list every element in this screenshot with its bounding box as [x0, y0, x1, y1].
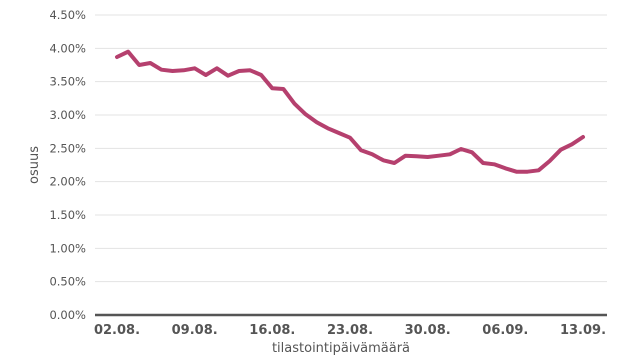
y-tick-label: 0.00%	[49, 308, 86, 322]
x-tick-label: 30.08.	[405, 323, 451, 338]
y-tick-label: 0.50%	[49, 275, 86, 289]
y-tick-label: 1.50%	[49, 208, 86, 222]
y-tick-label: 2.00%	[49, 175, 86, 189]
x-tick-label: 02.08.	[94, 323, 140, 338]
y-tick-label: 4.50%	[49, 8, 86, 22]
y-tick-label: 1.00%	[49, 241, 86, 255]
gridlines	[95, 14, 607, 317]
y-tick-label: 3.50%	[49, 75, 86, 89]
x-tick-label: 06.09.	[482, 323, 528, 338]
series-group	[115, 49, 585, 174]
x-axis-ticks: 02.08. 09.08. 16.08. 23.08. 30.08. 06.09. 13.0…	[94, 323, 606, 338]
series-line	[115, 49, 585, 174]
x-tick-label: 23.08.	[327, 323, 373, 338]
y-axis-ticks: 0.00% 0.50% 1.00% 1.50% 2.00% 2.50% 3.00% 3.50%…	[49, 8, 86, 322]
x-axis-label: tilastointipäivämäärä	[272, 341, 410, 356]
y-tick-label: 4.00%	[49, 41, 86, 55]
x-tick-label: 16.08.	[249, 323, 295, 338]
x-tick-label: 09.08.	[172, 323, 218, 338]
x-tick-label: 13.09.	[560, 323, 606, 338]
y-axis-label: osuus	[27, 146, 42, 184]
y-tick-label: 3.00%	[49, 108, 86, 122]
y-tick-label: 2.50%	[49, 141, 86, 155]
